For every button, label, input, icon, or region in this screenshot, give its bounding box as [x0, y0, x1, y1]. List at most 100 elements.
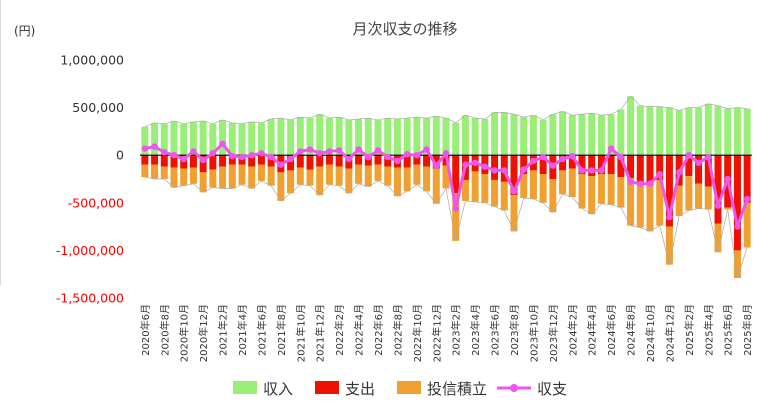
invest-bar	[627, 178, 635, 226]
expense-bar	[335, 155, 343, 167]
x-tick-label: 2022年2月	[333, 304, 346, 356]
balance-point	[539, 153, 547, 161]
balance-point	[141, 145, 149, 152]
income-bar	[627, 96, 635, 156]
x-tick-label: 2025年8月	[741, 304, 754, 356]
balance-point	[481, 163, 489, 170]
invest-bar	[219, 166, 227, 189]
income-bar	[481, 119, 489, 156]
income-series-line	[144, 95, 748, 127]
balance-point	[588, 167, 595, 174]
x-tick-label: 2021年10月	[294, 304, 307, 362]
balance-point	[161, 149, 168, 156]
expense-bar	[151, 155, 159, 165]
balance-point	[559, 155, 566, 163]
x-tick-label: 2024年10月	[644, 304, 657, 362]
balance-line-layer	[141, 140, 751, 230]
invest-bar	[461, 179, 469, 201]
invest-bar	[675, 185, 683, 217]
income-bar	[287, 119, 295, 156]
balance-point	[267, 153, 275, 161]
income-bar	[393, 119, 401, 156]
income-bar	[733, 107, 741, 156]
balance-point	[423, 146, 430, 153]
balance-point	[462, 161, 469, 168]
invest-bar	[384, 166, 392, 186]
income-bar	[714, 105, 722, 156]
expense-bar	[170, 155, 178, 168]
balance-point	[491, 167, 498, 174]
income-bar	[199, 120, 207, 156]
invest-bar	[471, 171, 479, 202]
balance-point	[442, 150, 450, 157]
expense-bar	[306, 155, 314, 170]
income-bar	[568, 115, 576, 156]
income-bar	[559, 111, 567, 156]
balance-point	[617, 153, 625, 161]
invest-bar	[452, 193, 460, 241]
expense-bar	[510, 155, 518, 196]
expense-bar	[403, 155, 411, 168]
y-tick-label: -1,000,000	[56, 243, 124, 258]
invest-bar	[559, 170, 567, 195]
expense-bar	[423, 155, 431, 167]
income-bar	[238, 123, 246, 156]
x-tick-label: 2020年8月	[158, 304, 171, 356]
expense-bar	[520, 155, 528, 175]
expense-bar	[743, 155, 751, 203]
x-tick-label: 2021年6月	[255, 304, 268, 356]
balance-point	[209, 150, 217, 157]
income-bar	[219, 119, 227, 156]
invest-bar	[520, 174, 528, 199]
expense-bar	[597, 155, 605, 175]
x-tick-label: 2022年6月	[372, 304, 385, 356]
expense-bar	[646, 155, 654, 186]
x-tick-label: 2020年12月	[197, 304, 210, 362]
expense-bar	[539, 155, 547, 175]
invest-bar	[180, 168, 188, 186]
invest-bar	[345, 168, 353, 194]
invest-bar	[656, 179, 664, 226]
x-tick-label: 2023年10月	[527, 304, 540, 362]
invest-bar	[636, 181, 644, 228]
x-tick-label: 2020年10月	[178, 304, 191, 362]
expense-bar	[384, 155, 392, 167]
income-bar	[413, 117, 421, 156]
income-bar	[597, 115, 605, 156]
expense-bar	[199, 155, 207, 173]
legend-label-expense: 支出	[345, 380, 375, 398]
balance-point	[306, 146, 314, 153]
expense-bar	[160, 155, 168, 167]
income-bar	[491, 112, 499, 156]
invest-bar	[617, 177, 625, 208]
income-bar	[384, 118, 392, 156]
balance-point	[607, 145, 615, 152]
invest-bar	[238, 164, 246, 185]
invest-bar	[277, 172, 285, 201]
expense-bar	[617, 155, 625, 178]
x-tick-label: 2023年12月	[547, 304, 560, 362]
balance-point	[646, 180, 654, 187]
income-bar	[724, 108, 732, 156]
expense-bar	[287, 155, 295, 171]
balance-point	[180, 155, 187, 163]
bars-layer	[141, 95, 751, 279]
income-bar	[617, 109, 625, 156]
income-bar	[180, 123, 188, 156]
income-bar	[355, 119, 363, 156]
income-bar	[257, 122, 265, 156]
y-tick-label: -500,000	[68, 195, 124, 210]
expense-bar	[685, 155, 693, 177]
invest-bar	[423, 166, 431, 192]
x-tick-label: 2021年4月	[236, 304, 249, 356]
balance-point	[695, 159, 702, 167]
legend-label-income: 収入	[263, 380, 293, 398]
expense-bar	[228, 155, 236, 165]
balance-point	[549, 162, 557, 169]
expense-bar	[656, 155, 664, 180]
balance-point	[578, 167, 586, 174]
y-axis-ticks: 1,000,000 500,000 0 -500,000 -1,000,000 -1,50…	[56, 53, 124, 306]
balance-point	[365, 153, 372, 161]
income-bar	[636, 105, 644, 156]
balance-point	[297, 148, 304, 155]
